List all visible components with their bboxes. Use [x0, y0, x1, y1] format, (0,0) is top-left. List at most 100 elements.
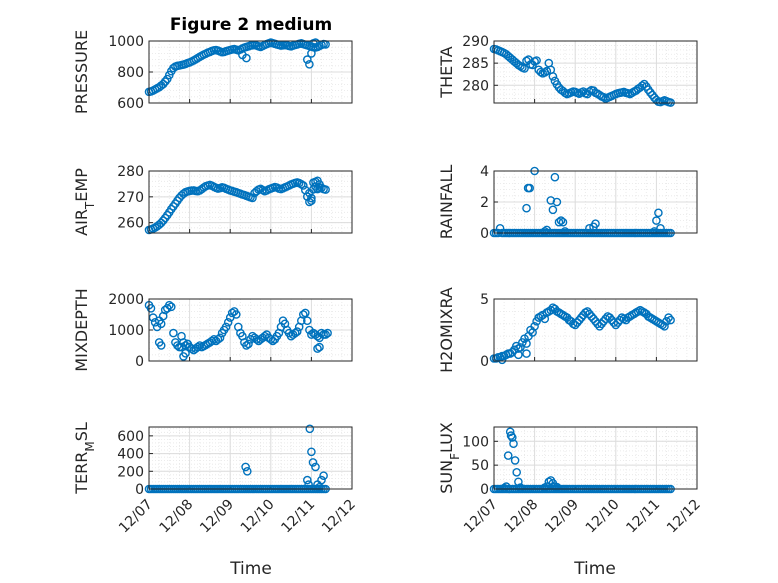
mixdepth-data-point	[317, 328, 326, 338]
h2omixra-data-point	[577, 313, 586, 322]
mixdepth-data-point	[231, 310, 241, 319]
mixdepth-data-point	[292, 327, 302, 336]
sun-flux-x-tick-label: 12/08	[502, 497, 542, 537]
mixdepth-data-point	[227, 308, 237, 318]
mixdepth-data-point	[181, 348, 190, 358]
h2omixra-y-tick-label: 5	[480, 292, 489, 308]
mixdepth-data-point	[215, 333, 225, 343]
h2omixra-series	[489, 303, 675, 365]
pressure-data-point	[158, 79, 168, 89]
theta-series	[489, 44, 675, 107]
theta-y-axis-label: THETA	[437, 46, 456, 98]
h2omixra-data-point	[497, 355, 507, 365]
pressure-axes-frame	[148, 40, 353, 104]
sun-flux-data-point	[499, 483, 509, 493]
x-axis-label-right: Time	[573, 559, 616, 579]
sun-flux-data-point	[514, 477, 523, 487]
mixdepth-y-axis-label: MIXDEPTH	[72, 288, 91, 371]
theta-data-point	[520, 64, 529, 73]
theta-subplot: 280 285 290 THETA	[437, 34, 698, 107]
sun-flux-data-point	[540, 483, 550, 492]
pressure-y-axis-label: PRESSURE	[72, 30, 91, 114]
mixdepth-data-point	[193, 342, 202, 352]
pressure-data-point	[311, 38, 320, 47]
rainfall-data-point	[522, 203, 531, 213]
pressure-subplot: 600 800 1000 PRESSURE	[72, 30, 353, 114]
h2omixra-subplot: 0 5 H2OMIXRA	[437, 287, 698, 373]
theta-data-point	[516, 61, 525, 71]
pressure-y-tick-label: 600	[117, 96, 144, 112]
pressure-data-point	[238, 50, 247, 60]
air-temp-data-point	[298, 181, 308, 190]
terr-msl-data-point	[307, 447, 316, 457]
pressure-data-point	[307, 49, 316, 58]
air-temp-data-point	[307, 193, 316, 203]
mixdepth-data-point	[223, 317, 233, 327]
h2omixra-y-tick-label: 0	[480, 354, 489, 370]
rainfall-subplot: 0 2 4 RAINFALL	[437, 164, 698, 242]
mixdepth-data-point	[169, 328, 178, 338]
h2omixra-data-point	[605, 313, 615, 322]
theta-data-point	[532, 56, 541, 65]
terr-msl-y-tick-label: 600	[117, 429, 144, 445]
h2omixra-data-point	[660, 321, 669, 331]
sun-flux-data-point	[506, 431, 516, 440]
rainfall-data-point	[558, 217, 568, 227]
terr-msl-y-tick-label: 400	[117, 447, 144, 463]
mixdepth-data-point	[298, 310, 308, 319]
terr-msl-data-point	[305, 424, 315, 434]
h2omixra-data-point	[613, 318, 623, 327]
rainfall-data-point	[591, 219, 600, 228]
terr-msl-data-point	[311, 462, 320, 472]
mixdepth-data-point	[290, 328, 300, 338]
h2omixra-data-point	[572, 318, 582, 327]
air-temp-y-tick-label: 270	[117, 190, 144, 206]
sun-flux-data-point	[512, 467, 522, 477]
terr-msl-y-tick-label: 200	[117, 464, 144, 480]
h2omixra-data-point	[587, 312, 596, 321]
mixdepth-data-point	[146, 303, 156, 313]
air-temp-axes-frame	[148, 170, 353, 234]
mixdepth-data-point	[150, 317, 160, 327]
mixdepth-y-tick-label: 0	[135, 354, 144, 370]
mixdepth-data-point	[307, 330, 316, 339]
theta-data-point	[548, 72, 558, 81]
sun-flux-x-tick-label: 12/09	[542, 497, 582, 537]
rainfall-data-point	[654, 208, 663, 218]
sun-flux-data-point	[505, 427, 515, 437]
air-temp-data-point	[296, 179, 306, 189]
mixdepth-data-point	[315, 342, 324, 352]
h2omixra-data-point	[546, 305, 556, 315]
mixdepth-data-point	[183, 339, 192, 349]
sun-flux-data-point	[516, 483, 525, 492]
terr-msl-data-point	[241, 462, 250, 472]
sun-flux-data-point	[503, 451, 513, 460]
rainfall-data-point	[548, 205, 558, 215]
rainfall-data-point	[656, 223, 665, 233]
terr-msl-x-tick-label: 12/09	[197, 497, 237, 537]
mixdepth-data-point	[213, 334, 223, 344]
h2omixra-data-point	[530, 321, 539, 331]
mixdepth-data-point	[321, 330, 330, 339]
rainfall-data-point	[552, 197, 562, 207]
pressure-data-point	[302, 55, 312, 64]
sun-flux-data-point	[507, 433, 517, 442]
rainfall-y-axis-label: RAINFALL	[437, 165, 456, 240]
mixdepth-data-point	[323, 328, 332, 338]
mixdepth-subplot: 0 1000 2000 MIXDEPTH	[72, 288, 353, 372]
pressure-y-tick-label: 800	[117, 65, 144, 81]
terr-msl-data-point	[319, 471, 328, 481]
rainfall-data-point	[525, 183, 535, 193]
mixdepth-data-point	[313, 344, 322, 353]
terr-msl-data-point	[242, 466, 252, 476]
air-temp-series	[144, 176, 330, 235]
theta-data-point	[585, 87, 594, 96]
h2omixra-data-point	[666, 315, 675, 325]
rainfall-data-point	[560, 227, 570, 236]
sun-flux-x-tick-label: 12/10	[583, 497, 623, 537]
terr-msl-data-point	[317, 475, 326, 485]
h2omixra-data-point	[570, 320, 580, 330]
theta-data-point	[542, 66, 552, 76]
mixdepth-y-tick-label: 2000	[108, 292, 144, 308]
